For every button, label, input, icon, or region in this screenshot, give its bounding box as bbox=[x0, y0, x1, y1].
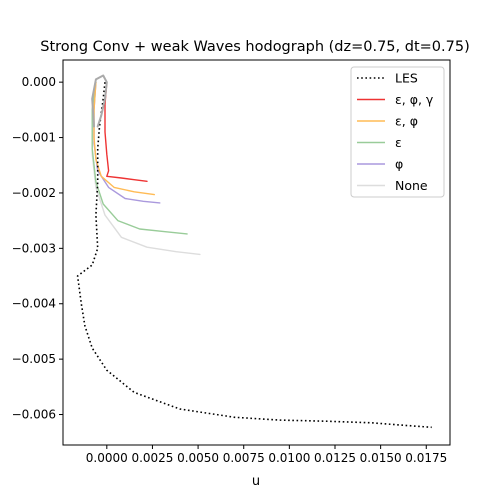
x-tick-label: 0.0075 bbox=[223, 451, 265, 465]
y-tick-label: −0.004 bbox=[12, 297, 56, 311]
x-axis-label: u bbox=[252, 474, 260, 489]
x-tick-label: 0.0000 bbox=[86, 451, 128, 465]
x-tick-label: 0.0150 bbox=[360, 451, 402, 465]
y-tick-label: −0.005 bbox=[12, 352, 56, 366]
x-tick-label: 0.0125 bbox=[314, 451, 356, 465]
chart-title: Strong Conv + weak Waves hodograph (dz=0… bbox=[40, 39, 469, 55]
origin-loop-line bbox=[91, 74, 108, 128]
legend: LES ε, φ, γ ε, φ εφ None bbox=[350, 66, 445, 198]
y-tick-label: −0.002 bbox=[12, 186, 56, 200]
legend-label-series-4: φ bbox=[395, 157, 403, 172]
x-tick-label: 0.0100 bbox=[268, 451, 310, 465]
series-line-series-2 bbox=[91, 81, 188, 235]
plot-area bbox=[76, 74, 432, 429]
legend-label-les: LES bbox=[395, 71, 418, 86]
y-axis: 0.000 −0.001 −0.002 −0.003 −0.004 −0.005 −0.00… bbox=[12, 75, 63, 422]
legend-label-series-1: ε, φ, γ bbox=[395, 92, 434, 107]
legend-label-series-3: ε bbox=[395, 135, 402, 150]
y-tick-label: 0.000 bbox=[22, 75, 56, 89]
y-tick-label: −0.003 bbox=[12, 241, 56, 255]
legend-label-series-2: ε, φ bbox=[395, 114, 418, 129]
x-axis: 0.0000 0.0025 0.0050 0.0075 0.0100 0.0125 0.01… bbox=[86, 445, 447, 465]
plot-frame bbox=[62, 59, 451, 446]
x-tick-label: 0.0025 bbox=[131, 451, 173, 465]
y-tick-label: −0.006 bbox=[12, 408, 56, 422]
x-tick-label: 0.0050 bbox=[177, 451, 219, 465]
y-tick-label: −0.001 bbox=[12, 131, 56, 145]
series-line-series-4 bbox=[104, 81, 148, 182]
legend-label-none: None bbox=[395, 178, 428, 193]
x-tick-label: 0.0175 bbox=[405, 451, 447, 465]
series-line-les bbox=[76, 82, 432, 429]
